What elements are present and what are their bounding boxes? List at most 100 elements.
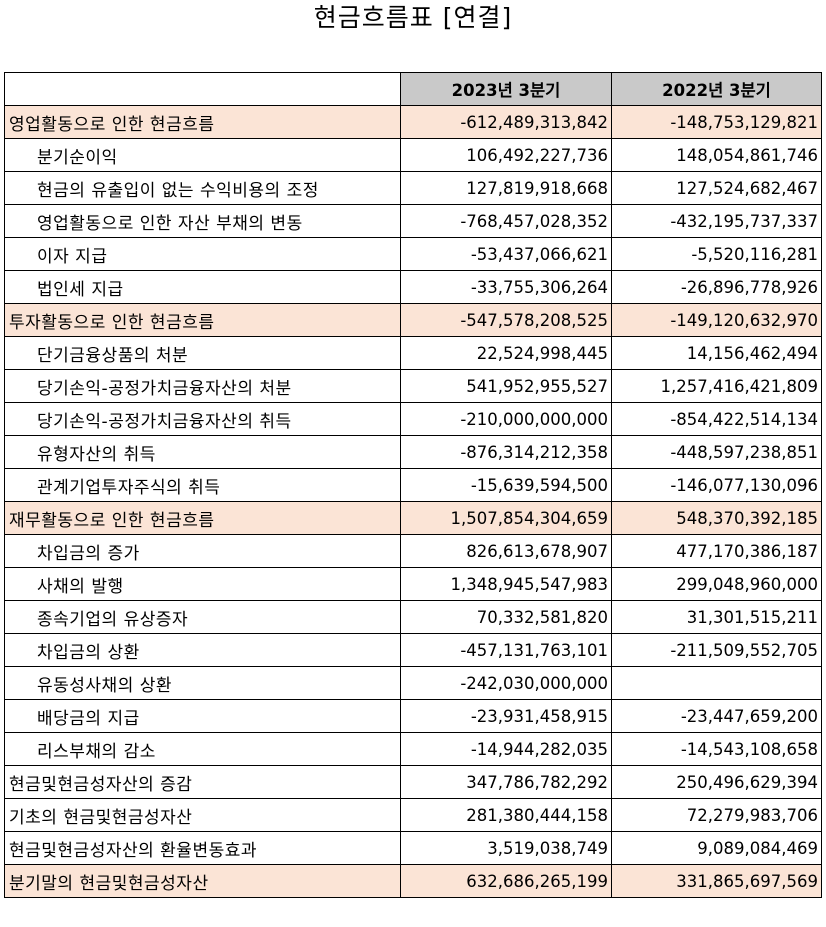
value-2022-q3: -148,753,129,821 <box>611 105 822 139</box>
item-row: 차입금의 증가 826,613,678,907 477,170,386,187 <box>4 534 822 568</box>
value-2023-q3: 826,613,678,907 <box>400 534 612 568</box>
row-label: 차입금의 증가 <box>4 534 401 568</box>
item-row: 사채의 발행 1,348,945,547,983 299,048,960,000 <box>4 567 822 601</box>
value-2023-q3: 347,786,782,292 <box>400 765 612 799</box>
row-label: 단기금융상품의 처분 <box>4 336 401 370</box>
item-row: 리스부채의 감소 -14,944,282,035 -14,543,108,658 <box>4 732 822 766</box>
row-label: 현금의 유출입이 없는 수익비용의 조정 <box>4 171 401 205</box>
item-row: 종속기업의 유상증자 70,332,581,820 31,301,515,211 <box>4 600 822 634</box>
total-row: 현금및현금성자산의 환율변동효과 3,519,038,749 9,089,084,4… <box>4 831 822 865</box>
row-label: 영업활동으로 인한 자산 부채의 변동 <box>4 204 401 238</box>
value-2023-q3: -33,755,306,264 <box>400 270 612 304</box>
value-2023-q3: 1,507,854,304,659 <box>400 501 612 535</box>
value-2022-q3: -146,077,130,096 <box>611 468 822 502</box>
value-2022-q3: 31,301,515,211 <box>611 600 822 634</box>
item-row: 분기순이익 106,492,227,736 148,054,861,746 <box>4 138 822 172</box>
section-row: 투자활동으로 인한 현금흐름 -547,578,208,525 -149,120,6… <box>4 303 822 337</box>
row-label: 투자활동으로 인한 현금흐름 <box>4 303 401 337</box>
row-label: 영업활동으로 인한 현금흐름 <box>4 105 401 139</box>
header-2023-q3: 2023년 3분기 <box>400 72 612 106</box>
row-label: 현금및현금성자산의 증감 <box>4 765 401 799</box>
value-2023-q3: 632,686,265,199 <box>400 864 612 898</box>
row-label: 배당금의 지급 <box>4 699 401 733</box>
value-2022-q3: -854,422,514,134 <box>611 402 822 436</box>
value-2023-q3: -15,639,594,500 <box>400 468 612 502</box>
value-2023-q3: -23,931,458,915 <box>400 699 612 733</box>
value-2023-q3: 106,492,227,736 <box>400 138 612 172</box>
row-label: 법인세 지급 <box>4 270 401 304</box>
value-2023-q3: -53,437,066,621 <box>400 237 612 271</box>
item-row: 현금의 유출입이 없는 수익비용의 조정 127,819,918,668 127,5… <box>4 171 822 205</box>
section-row: 분기말의 현금및현금성자산 632,686,265,199 331,865,697,… <box>4 864 822 898</box>
header-2022-q3: 2022년 3분기 <box>611 72 822 106</box>
item-row: 영업활동으로 인한 자산 부채의 변동 -768,457,028,352 -432,… <box>4 204 822 238</box>
page-title: 현금흐름표 [연결] <box>313 3 513 32</box>
row-label: 차입금의 상환 <box>4 633 401 667</box>
value-2022-q3: 250,496,629,394 <box>611 765 822 799</box>
row-label: 리스부채의 감소 <box>4 732 401 766</box>
row-label: 분기순이익 <box>4 138 401 172</box>
value-2023-q3: 127,819,918,668 <box>400 171 612 205</box>
item-row: 단기금융상품의 처분 22,524,998,445 14,156,462,494 <box>4 336 822 370</box>
total-row: 기초의 현금및현금성자산 281,380,444,158 72,279,983,70… <box>4 798 822 832</box>
value-2022-q3: -448,597,238,851 <box>611 435 822 469</box>
item-row: 배당금의 지급 -23,931,458,915 -23,447,659,200 <box>4 699 822 733</box>
item-row: 당기손익-공정가치금융자산의 취득 -210,000,000,000 -854,42… <box>4 402 822 436</box>
value-2022-q3: -149,120,632,970 <box>611 303 822 337</box>
row-label: 관계기업투자주식의 취득 <box>4 468 401 502</box>
row-label: 이자 지급 <box>4 237 401 271</box>
value-2022-q3: -5,520,116,281 <box>611 237 822 271</box>
value-2023-q3: -612,489,313,842 <box>400 105 612 139</box>
row-label: 당기손익-공정가치금융자산의 처분 <box>4 369 401 403</box>
section-row: 영업활동으로 인한 현금흐름 -612,489,313,842 -148,753,1… <box>4 105 822 139</box>
value-2023-q3: 70,332,581,820 <box>400 600 612 634</box>
value-2022-q3 <box>611 666 822 700</box>
value-2023-q3: 22,524,998,445 <box>400 336 612 370</box>
value-2022-q3: 477,170,386,187 <box>611 534 822 568</box>
value-2022-q3: 14,156,462,494 <box>611 336 822 370</box>
item-row: 당기손익-공정가치금융자산의 처분 541,952,955,527 1,257,41… <box>4 369 822 403</box>
value-2022-q3: 331,865,697,569 <box>611 864 822 898</box>
row-label: 당기손익-공정가치금융자산의 취득 <box>4 402 401 436</box>
value-2022-q3: 148,054,861,746 <box>611 138 822 172</box>
value-2023-q3: -457,131,763,101 <box>400 633 612 667</box>
item-row: 이자 지급 -53,437,066,621 -5,520,116,281 <box>4 237 822 271</box>
row-label: 분기말의 현금및현금성자산 <box>4 864 401 898</box>
table-body: 영업활동으로 인한 현금흐름 -612,489,313,842 -148,753,1… <box>4 105 822 898</box>
row-label: 유형자산의 취득 <box>4 435 401 469</box>
value-2023-q3: 1,348,945,547,983 <box>400 567 612 601</box>
item-row: 관계기업투자주식의 취득 -15,639,594,500 -146,077,130,… <box>4 468 822 502</box>
row-label: 유동성사채의 상환 <box>4 666 401 700</box>
item-row: 유동성사채의 상환 -242,030,000,000 <box>4 666 822 700</box>
value-2023-q3: -14,944,282,035 <box>400 732 612 766</box>
item-row: 법인세 지급 -33,755,306,264 -26,896,778,926 <box>4 270 822 304</box>
value-2023-q3: -768,457,028,352 <box>400 204 612 238</box>
value-2022-q3: -23,447,659,200 <box>611 699 822 733</box>
value-2023-q3: -547,578,208,525 <box>400 303 612 337</box>
value-2022-q3: -26,896,778,926 <box>611 270 822 304</box>
value-2022-q3: 1,257,416,421,809 <box>611 369 822 403</box>
value-2023-q3: -242,030,000,000 <box>400 666 612 700</box>
value-2022-q3: -211,509,552,705 <box>611 633 822 667</box>
value-2022-q3: -14,543,108,658 <box>611 732 822 766</box>
value-2023-q3: -210,000,000,000 <box>400 402 612 436</box>
total-row: 현금및현금성자산의 증감 347,786,782,292 250,496,629,3… <box>4 765 822 799</box>
section-row: 재무활동으로 인한 현금흐름 1,507,854,304,659 548,370,3… <box>4 501 822 535</box>
value-2023-q3: 541,952,955,527 <box>400 369 612 403</box>
value-2023-q3: 281,380,444,158 <box>400 798 612 832</box>
value-2022-q3: 127,524,682,467 <box>611 171 822 205</box>
value-2022-q3: 72,279,983,706 <box>611 798 822 832</box>
row-label: 사채의 발행 <box>4 567 401 601</box>
value-2022-q3: 299,048,960,000 <box>611 567 822 601</box>
value-2022-q3: 9,089,084,469 <box>611 831 822 865</box>
row-label: 기초의 현금및현금성자산 <box>4 798 401 832</box>
cash-flow-table: 2023년 3분기 2022년 3분기 영업활동으로 인한 현금흐름 -612,4… <box>4 72 822 898</box>
value-2023-q3: 3,519,038,749 <box>400 831 612 865</box>
item-row: 유형자산의 취득 -876,314,212,358 -448,597,238,851 <box>4 435 822 469</box>
value-2022-q3: 548,370,392,185 <box>611 501 822 535</box>
value-2022-q3: -432,195,737,337 <box>611 204 822 238</box>
header-label-cell <box>4 72 401 106</box>
item-row: 차입금의 상환 -457,131,763,101 -211,509,552,705 <box>4 633 822 667</box>
table-header-row: 2023년 3분기 2022년 3분기 <box>4 72 822 106</box>
row-label: 현금및현금성자산의 환율변동효과 <box>4 831 401 865</box>
